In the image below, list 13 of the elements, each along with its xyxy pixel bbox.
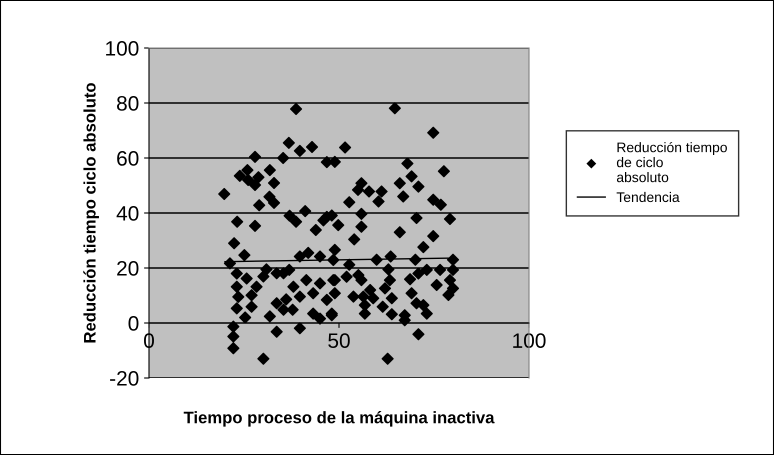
y-axis-title: Reducción tiempo ciclo absoluto [83,83,99,342]
legend-label: Tendencia [616,192,680,202]
y-tick-label: -20 [110,371,138,386]
x-tick-label: 50 [328,333,350,348]
x-axis-title: Tiempo proceso de la máquina inactiva [184,411,495,427]
y-tick-label: 0 [128,316,138,331]
y-tick-label: 100 [106,41,138,56]
y-tick-label: 80 [117,96,138,111]
legend-label: Reducción tiempo de ciclo absoluto [616,142,727,182]
x-tick-label: 100 [513,333,546,348]
y-tick-label: 40 [116,206,138,221]
y-tick-label: 60 [117,151,138,166]
y-tick-label: 20 [117,261,138,276]
